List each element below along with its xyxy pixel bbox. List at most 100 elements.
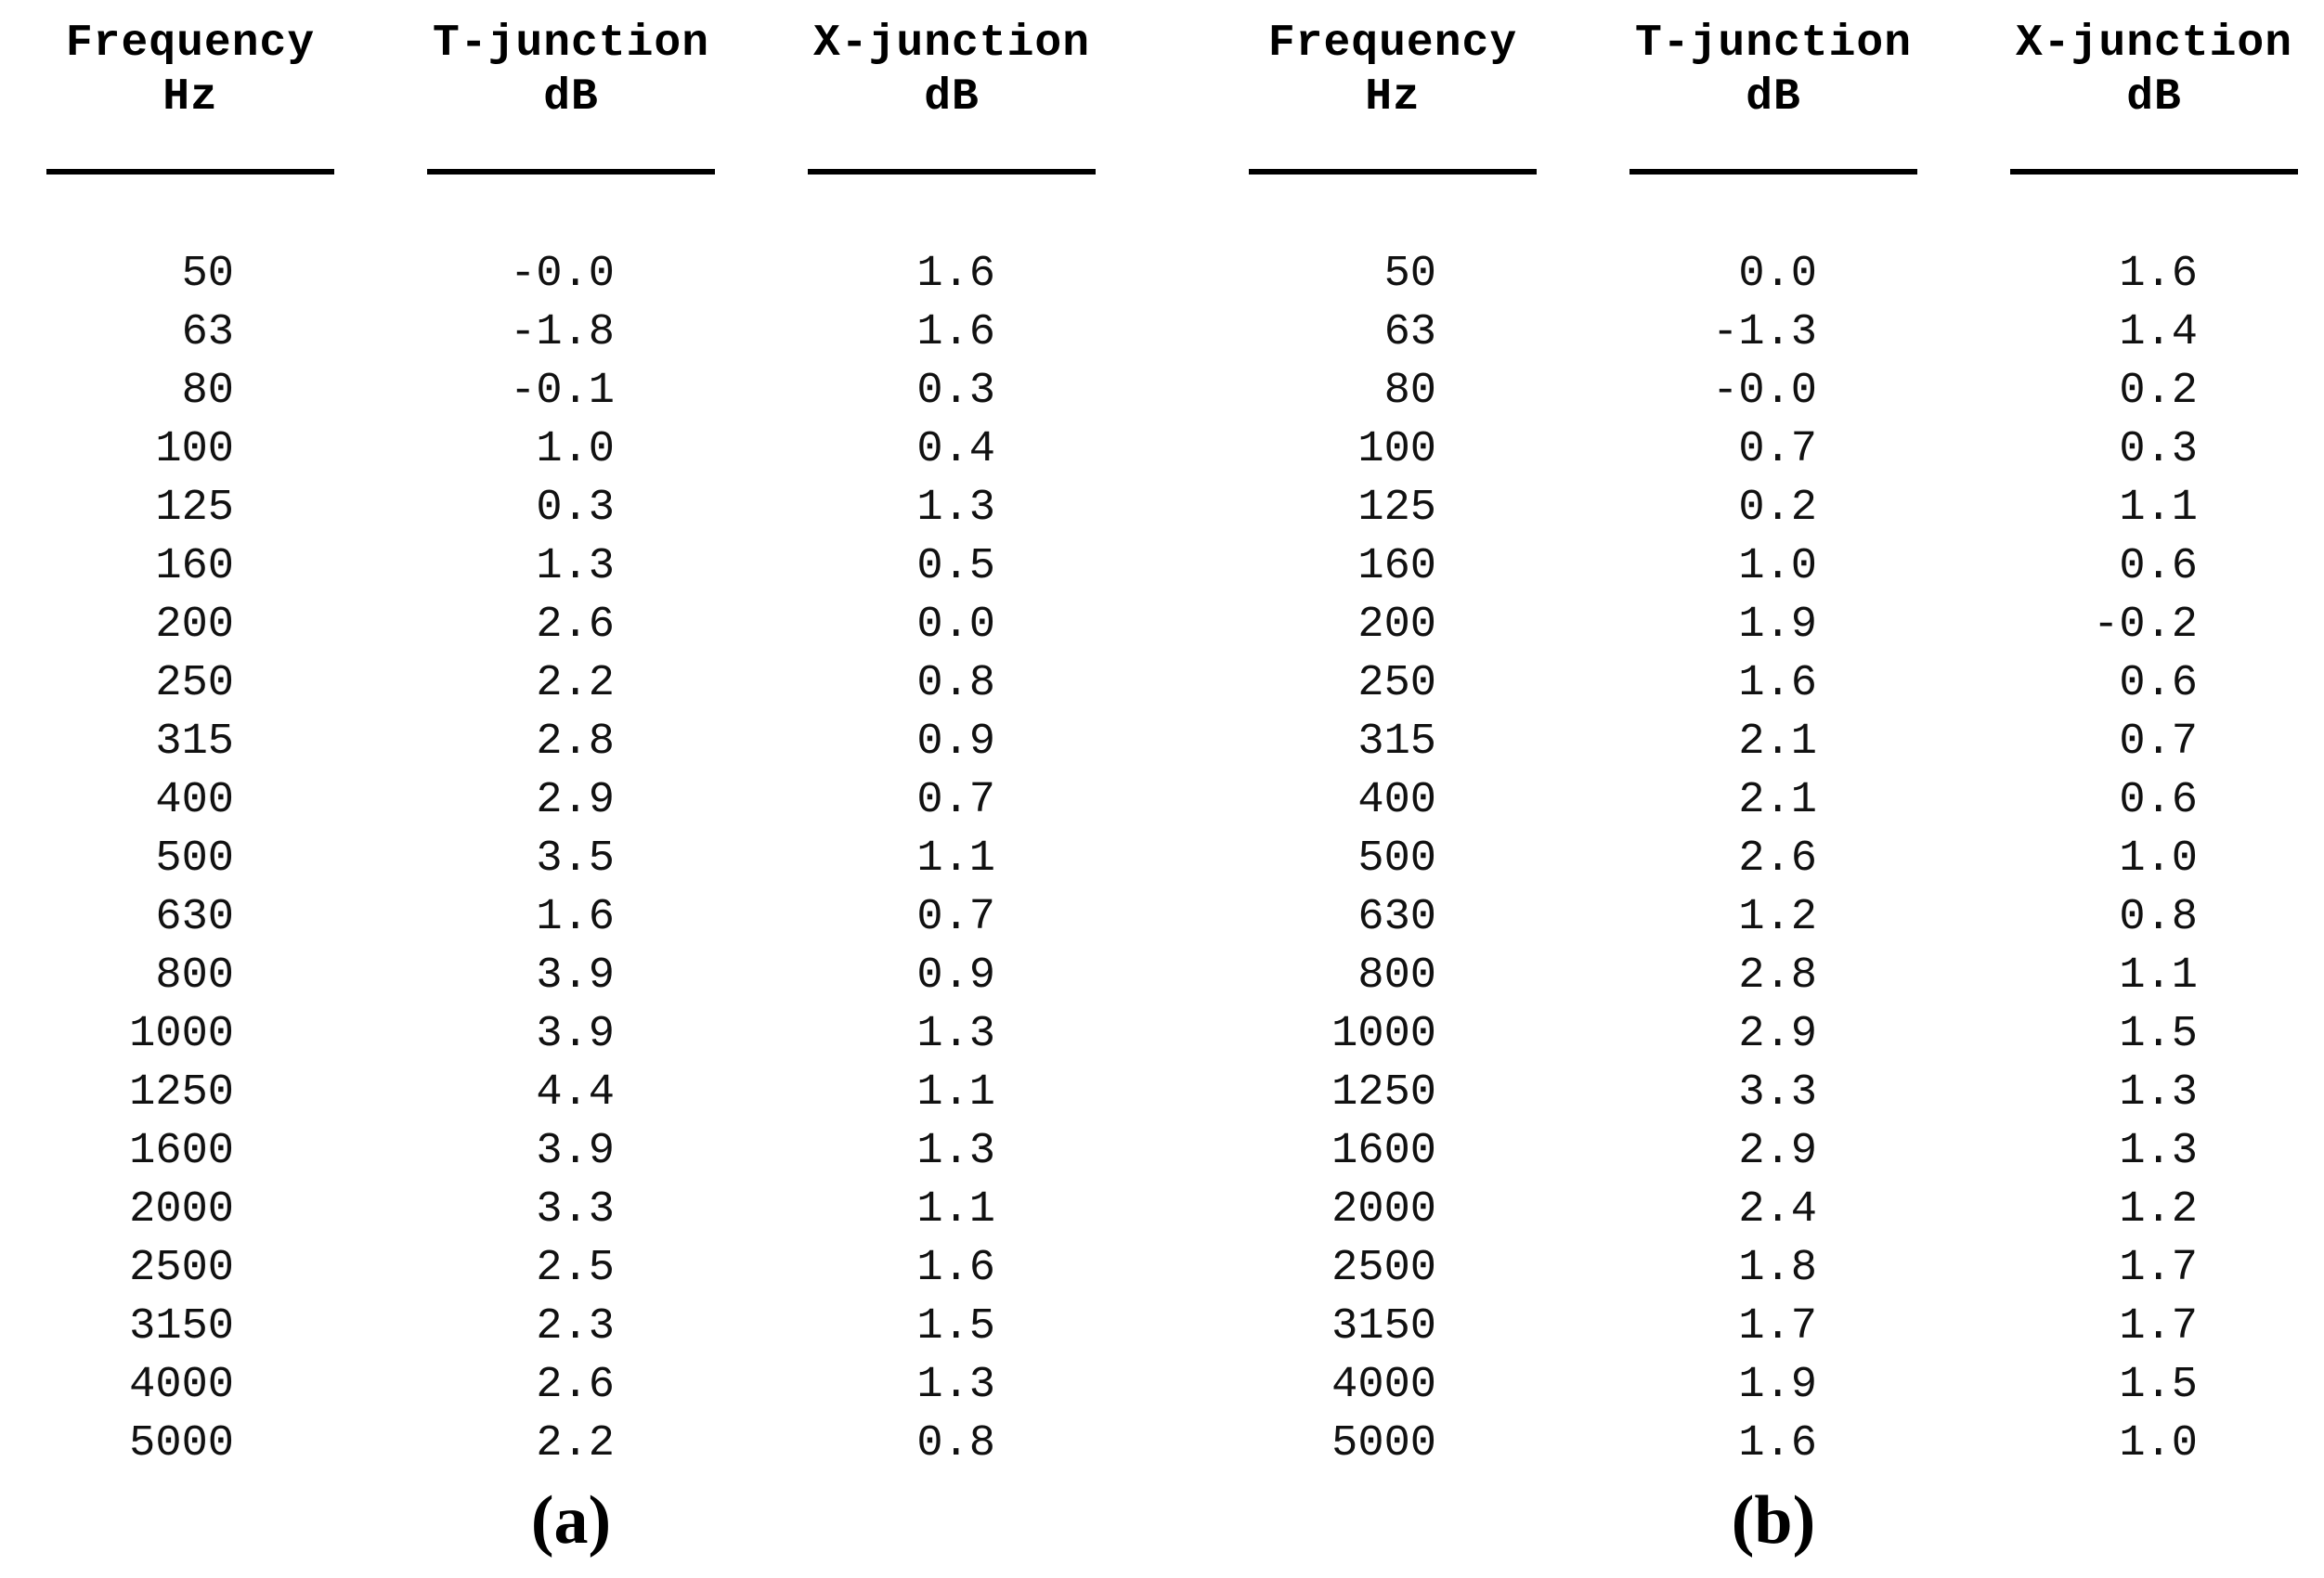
cell-t-junction: 3.9 [536, 1010, 615, 1059]
cell-x-junction: 1.1 [916, 834, 995, 884]
cell-t-junction: 2.8 [1738, 951, 1817, 1001]
cell-frequency: 2000 [129, 1185, 234, 1235]
cell-t-junction: -0.0 [1712, 367, 1817, 416]
table-row: 80 -0.0 0.2 [1202, 362, 2324, 420]
column-header-t-junction: T-junction dB [1583, 17, 1964, 124]
cell-t-junction: 3.3 [1738, 1068, 1817, 1118]
table-row: 500 2.6 1.0 [1202, 830, 2324, 888]
cell-frequency: 80 [1383, 367, 1436, 416]
cell-x-junction: 1.7 [2119, 1302, 2198, 1352]
table-row: 1250 4.4 1.1 [0, 1064, 1142, 1122]
cell-x-junction: 0.2 [2119, 367, 2198, 416]
table-a-rows: 50 -0.0 1.6 63 -1.8 1.6 80 -0.1 0.3 100 1.0 0.4 125 0… [0, 245, 1142, 1473]
table-row: 4000 1.9 1.5 [1202, 1356, 2324, 1415]
cell-x-junction: 1.3 [916, 484, 995, 533]
cell-x-junction: 0.6 [2119, 659, 2198, 708]
cell-x-junction: 1.0 [2119, 1419, 2198, 1468]
column-header-x-junction: X-junction dB [761, 17, 1142, 124]
cell-t-junction: -0.1 [510, 367, 615, 416]
column-unit: dB [2126, 72, 2182, 123]
cell-frequency: 50 [181, 250, 234, 299]
cell-frequency: 250 [155, 659, 234, 708]
cell-frequency: 1600 [129, 1127, 234, 1176]
cell-frequency: 630 [155, 893, 234, 942]
header-underline [427, 169, 715, 175]
table-a-header-rules [0, 169, 1142, 175]
table-row: 3150 2.3 1.5 [0, 1298, 1142, 1356]
cell-t-junction: 2.2 [536, 1419, 615, 1468]
cell-frequency: 5000 [1331, 1419, 1436, 1468]
table-a-caption: (a) [530, 1482, 612, 1559]
cell-t-junction: 1.7 [1738, 1302, 1817, 1352]
cell-x-junction: 1.6 [916, 250, 995, 299]
cell-frequency: 63 [181, 308, 234, 357]
cell-x-junction: 1.1 [2119, 484, 2198, 533]
table-row: 315 2.8 0.9 [0, 713, 1142, 771]
cell-x-junction: 0.4 [916, 425, 995, 474]
cell-x-junction: 1.1 [916, 1068, 995, 1118]
cell-x-junction: 1.5 [916, 1302, 995, 1352]
cell-t-junction: -1.3 [1712, 308, 1817, 357]
cell-t-junction: 3.9 [536, 1127, 615, 1176]
column-title: T-junction [432, 19, 710, 69]
cell-x-junction: 1.1 [916, 1185, 995, 1235]
cell-frequency: 4000 [129, 1361, 234, 1410]
header-underline [1249, 169, 1537, 175]
cell-frequency: 315 [155, 718, 234, 767]
cell-frequency: 160 [1357, 542, 1436, 591]
column-unit: Hz [1365, 72, 1421, 123]
table-row: 1600 3.9 1.3 [0, 1122, 1142, 1181]
cell-x-junction: 1.2 [2119, 1185, 2198, 1235]
cell-x-junction: 0.9 [916, 718, 995, 767]
cell-x-junction: 0.8 [916, 659, 995, 708]
cell-frequency: 500 [155, 834, 234, 884]
cell-x-junction: 1.6 [2119, 250, 2198, 299]
table-row: 5000 2.2 0.8 [0, 1415, 1142, 1473]
cell-x-junction: 0.7 [2119, 718, 2198, 767]
cell-t-junction: 3.3 [536, 1185, 615, 1235]
cell-t-junction: 2.6 [1738, 834, 1817, 884]
cell-t-junction: 1.2 [1738, 893, 1817, 942]
table-row: 100 0.7 0.3 [1202, 420, 2324, 479]
cell-t-junction: 2.4 [1738, 1185, 1817, 1235]
cell-frequency: 100 [155, 425, 234, 474]
cell-x-junction: 1.3 [916, 1361, 995, 1410]
cell-t-junction: -0.0 [510, 250, 615, 299]
cell-x-junction: 1.1 [2119, 951, 2198, 1001]
table-row: 160 1.0 0.6 [1202, 537, 2324, 596]
cell-t-junction: 0.0 [1738, 250, 1817, 299]
table-row: 200 2.6 0.0 [0, 596, 1142, 654]
table-b-header: Frequency Hz T-junction dB X-junction dB [1202, 17, 2324, 124]
cell-frequency: 400 [155, 776, 234, 825]
table-row: 63 -1.8 1.6 [0, 304, 1142, 362]
cell-x-junction: 1.3 [916, 1010, 995, 1059]
column-unit: dB [1746, 72, 1801, 123]
cell-t-junction: 2.8 [536, 718, 615, 767]
table-row: 630 1.6 0.7 [0, 888, 1142, 947]
cell-x-junction: 0.5 [916, 542, 995, 591]
cell-frequency: 630 [1357, 893, 1436, 942]
table-row: 250 1.6 0.6 [1202, 654, 2324, 713]
column-unit: Hz [162, 72, 218, 123]
cell-t-junction: 1.6 [1738, 1419, 1817, 1468]
table-a: Frequency Hz T-junction dB X-junction dB… [0, 17, 1142, 1560]
table-row: 800 2.8 1.1 [1202, 947, 2324, 1005]
cell-frequency: 3150 [129, 1302, 234, 1352]
cell-t-junction: 1.6 [1738, 659, 1817, 708]
cell-t-junction: 2.1 [1738, 776, 1817, 825]
header-underline [46, 169, 334, 175]
cell-t-junction: 1.9 [1738, 601, 1817, 650]
header-underline [1629, 169, 1917, 175]
table-row: 2500 2.5 1.6 [0, 1239, 1142, 1298]
cell-t-junction: 2.9 [1738, 1127, 1817, 1176]
cell-x-junction: 1.4 [2119, 308, 2198, 357]
cell-t-junction: 1.6 [536, 893, 615, 942]
table-row: 1000 2.9 1.5 [1202, 1005, 2324, 1064]
table-row: 200 1.9 -0.2 [1202, 596, 2324, 654]
column-title: X-junction [812, 19, 1091, 69]
cell-t-junction: 2.6 [536, 601, 615, 650]
cell-frequency: 50 [1383, 250, 1436, 299]
column-title: Frequency [1267, 19, 1518, 69]
cell-t-junction: 2.2 [536, 659, 615, 708]
